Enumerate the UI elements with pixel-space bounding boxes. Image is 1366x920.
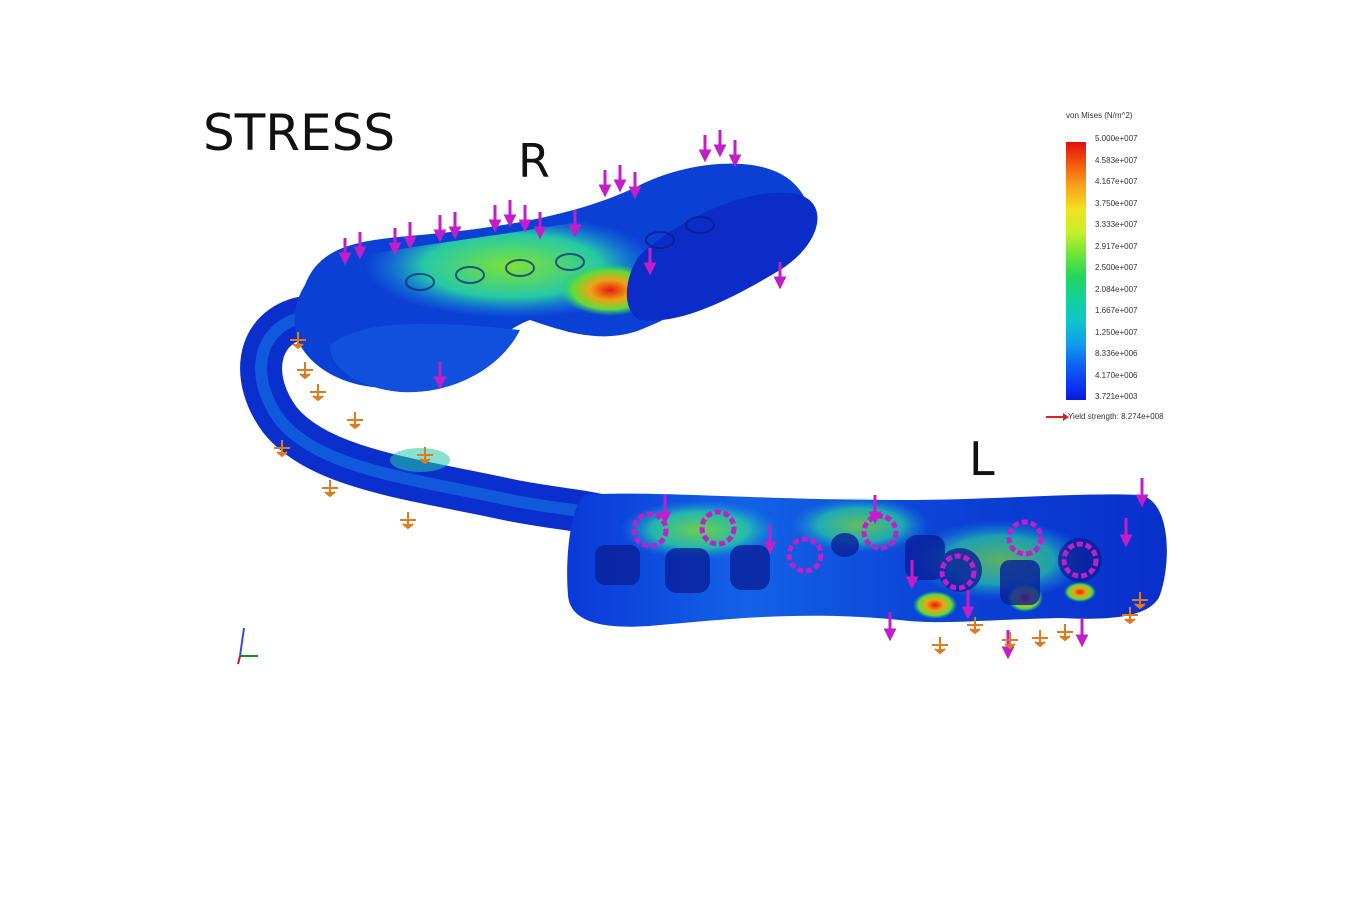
load-arrow	[1075, 618, 1089, 648]
load-arrow	[1001, 630, 1015, 660]
load-arrow	[598, 170, 612, 198]
bolt-ring-marker	[631, 511, 669, 549]
load-arrow	[763, 525, 777, 555]
fixture-arrow	[1002, 632, 1018, 650]
fixture-arrow	[274, 440, 290, 458]
stress-title: STRESS	[203, 104, 396, 162]
load-arrow	[905, 560, 919, 590]
load-arrow	[338, 238, 352, 266]
colorbar-tick-label: 4.583e+007	[1095, 155, 1138, 165]
bolt-ring-marker	[861, 513, 899, 551]
fixture-arrow	[417, 447, 433, 465]
bolt-ring-marker	[1006, 519, 1044, 557]
bolt-ring-marker	[699, 509, 737, 547]
load-arrow	[518, 205, 532, 233]
load-arrows	[338, 130, 1149, 660]
colorbar-tick-label: 8.336e+006	[1095, 349, 1138, 358]
colorbar-tick-label: 1.250e+007	[1095, 327, 1138, 337]
load-arrow	[658, 495, 672, 525]
load-arrow	[403, 222, 417, 250]
load-arrow	[533, 212, 547, 240]
load-arrow	[433, 362, 447, 390]
load-arrow	[488, 205, 502, 233]
fixture-arrow	[290, 332, 306, 350]
colorbar-tick-label: 2.500e+007	[1095, 263, 1138, 272]
fixture-arrow	[322, 480, 338, 498]
fixture-arrow	[1057, 624, 1073, 642]
load-arrow	[1119, 518, 1133, 548]
axis-triad-icon	[237, 627, 258, 665]
fixture-arrow	[932, 637, 948, 655]
load-arrow	[613, 165, 627, 193]
bolt-ring-marker	[1061, 541, 1099, 579]
fixture-arrow	[347, 412, 363, 430]
load-arrow	[388, 228, 402, 256]
bolt-ring-marker	[939, 553, 977, 591]
yield-strength-text: Yield strength: 8.274e+008	[1068, 412, 1164, 421]
load-arrow	[628, 172, 642, 200]
colorbar-tick-label: 3.721e+003	[1095, 392, 1138, 401]
bolt-ring-marker	[786, 536, 824, 574]
load-arrow	[713, 130, 727, 158]
load-arrow	[773, 262, 787, 290]
colorbar	[1066, 142, 1086, 400]
fixture-arrows	[274, 332, 1148, 655]
load-arrow	[728, 140, 742, 168]
fixture-arrow	[967, 617, 983, 635]
load-arrow	[353, 232, 367, 260]
right-plate	[294, 163, 818, 393]
fixture-arrow	[1132, 592, 1148, 610]
colorbar-tick-label: 5.000e+007	[1095, 134, 1138, 143]
load-arrow	[568, 210, 582, 238]
fixture-arrow	[310, 384, 326, 402]
colorbar-tick-label: 2.917e+007	[1095, 241, 1138, 251]
load-arrow	[1135, 478, 1149, 508]
colorbar-tick-label: 4.170e+006	[1095, 370, 1138, 380]
fixture-arrow	[1032, 630, 1048, 648]
fixture-arrow	[400, 512, 416, 530]
yield-strength-note: Yield strength: 8.274e+008	[1046, 412, 1164, 421]
load-arrow	[503, 200, 517, 228]
colorbar-tick-label: 4.167e+007	[1095, 177, 1138, 186]
load-arrow	[883, 612, 897, 642]
colorbar-tick-label: 2.084e+007	[1095, 284, 1138, 294]
bolt-ring-markers	[631, 509, 1099, 591]
load-arrow	[961, 590, 975, 620]
left-side-label: L	[969, 432, 995, 486]
colorbar-tick-label: 3.333e+007	[1095, 220, 1138, 229]
colorbar-tick-label: 1.667e+007	[1095, 306, 1138, 315]
load-arrow	[643, 248, 657, 276]
yield-arrow-icon	[1046, 412, 1069, 421]
load-arrow	[448, 212, 462, 240]
fixture-arrow	[297, 362, 313, 380]
colorbar-title: von Mises (N/m^2)	[1066, 111, 1133, 120]
colorbar-tick-label: 3.750e+007	[1095, 198, 1138, 208]
load-arrow	[698, 135, 712, 163]
right-side-label: R	[518, 134, 550, 188]
fixture-arrow	[1122, 607, 1138, 625]
load-arrow	[433, 215, 447, 243]
